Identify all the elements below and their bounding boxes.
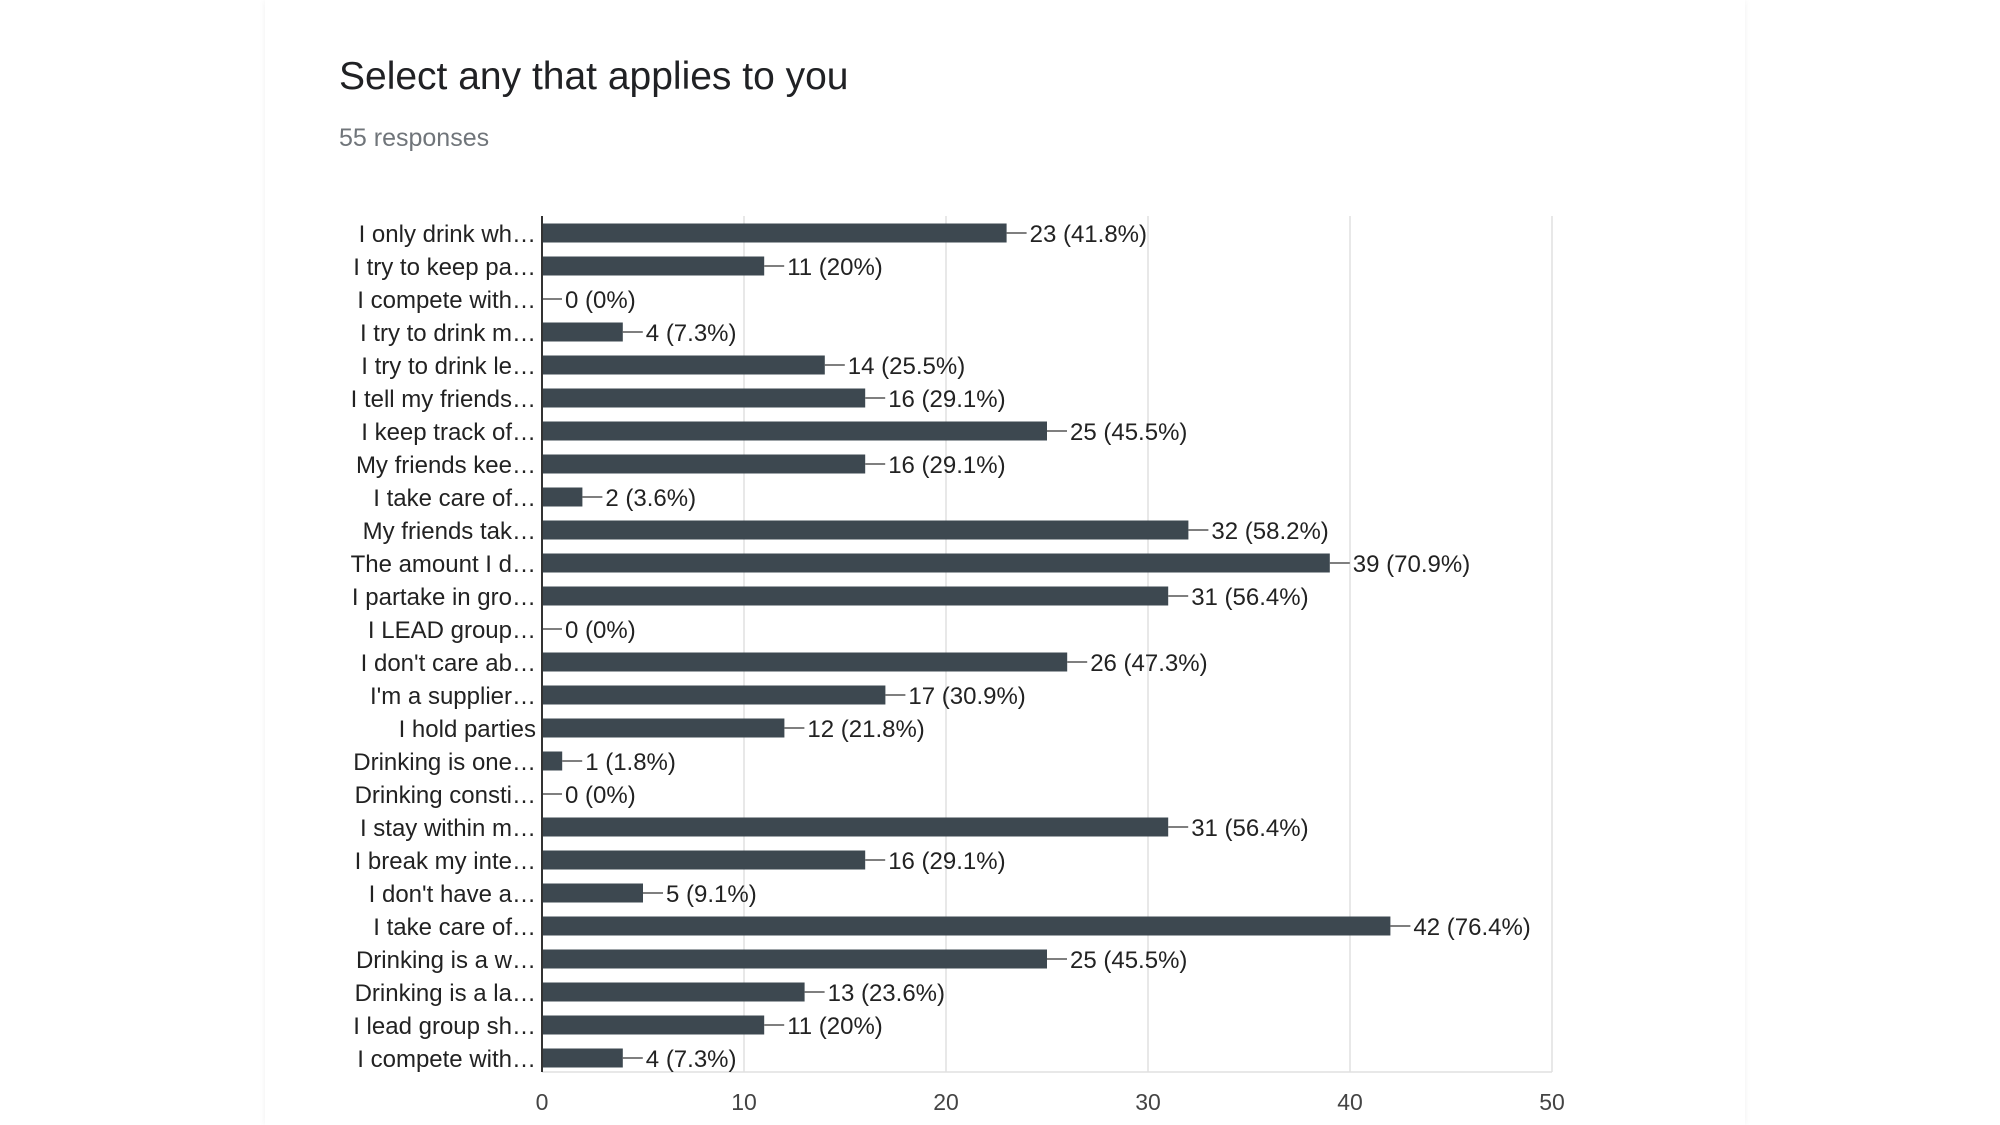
category-label: I hold parties: [399, 716, 536, 743]
x-tick-label: 10: [731, 1089, 757, 1115]
data-label: 5 (9.1%): [666, 881, 757, 908]
axes: 0 10 20 30 40 50 I only drink wh… I try to keep…: [351, 216, 1565, 1115]
category-label: I try to drink le…: [361, 353, 536, 380]
data-label: 31 (56.4%): [1191, 815, 1308, 842]
bar: [542, 652, 1068, 672]
category-label: I take care of…: [373, 485, 536, 512]
category-label: The amount I d…: [351, 551, 536, 578]
data-label: 16 (29.1%): [888, 452, 1005, 479]
bar: [542, 949, 1047, 969]
category-label: Drinking is a la…: [355, 980, 536, 1007]
category-label: I lead group sh…: [353, 1013, 536, 1040]
category-label: I LEAD group…: [368, 617, 536, 644]
data-label: 26 (47.3%): [1090, 650, 1207, 677]
data-label: 11 (20%): [787, 1013, 883, 1040]
data-label: 0 (0%): [565, 782, 636, 809]
data-label: 39 (70.9%): [1353, 551, 1470, 578]
category-label: I try to drink m…: [360, 320, 536, 347]
bar: [542, 883, 643, 903]
data-label: 23 (41.8%): [1030, 221, 1147, 248]
data-label: 11 (20%): [787, 254, 883, 281]
response-count: 55 responses: [339, 124, 490, 152]
data-label: 4 (7.3%): [646, 320, 737, 347]
category-label: I don't care ab…: [361, 650, 536, 677]
x-tick-label: 30: [1135, 1089, 1161, 1115]
bar: [542, 751, 563, 771]
data-label: 0 (0%): [565, 287, 636, 314]
category-label: Drinking is a w…: [356, 947, 536, 974]
data-label: 2 (3.6%): [605, 485, 696, 512]
data-label: 16 (29.1%): [888, 848, 1005, 875]
bar: [542, 388, 866, 408]
category-label: I take care of…: [373, 914, 536, 941]
bar: [542, 421, 1047, 441]
x-tick-label: 0: [536, 1089, 549, 1115]
category-label: I stay within m…: [360, 815, 536, 842]
data-label: 17 (30.9%): [908, 683, 1025, 710]
bar: [542, 256, 765, 276]
category-label: I break my inte…: [355, 848, 536, 875]
data-label: 1 (1.8%): [585, 749, 676, 776]
category-label: I compete with…: [357, 1046, 536, 1073]
data-label: 16 (29.1%): [888, 386, 1005, 413]
category-label: My friends tak…: [363, 518, 536, 545]
bar: [542, 487, 583, 507]
data-label: 0 (0%): [565, 617, 636, 644]
bar: [542, 1048, 623, 1068]
data-label: 32 (58.2%): [1211, 518, 1328, 545]
bar: [542, 322, 623, 342]
data-label: 25 (45.5%): [1070, 947, 1187, 974]
category-label: I don't have a…: [369, 881, 536, 908]
bar: [542, 355, 825, 375]
bar: [542, 586, 1169, 606]
bar: [542, 454, 866, 474]
data-label: 31 (56.4%): [1191, 584, 1308, 611]
category-label: I only drink wh…: [359, 221, 536, 248]
chart-title: Select any that applies to you: [339, 55, 849, 98]
bars: 23 (41.8%) 11 (20%) 0 (0%) 4 (7.3%) 14 (25.5…: [542, 221, 1531, 1073]
x-tick-label: 20: [933, 1089, 959, 1115]
category-label: I try to keep pa…: [353, 254, 536, 281]
x-tick-label: 50: [1539, 1089, 1565, 1115]
bar: [542, 718, 785, 738]
bar: [542, 1015, 765, 1035]
bar: [542, 916, 1391, 936]
bar: [542, 850, 866, 870]
category-label: I compete with…: [357, 287, 536, 314]
category-label: I keep track of…: [361, 419, 536, 446]
category-label: I partake in gro…: [352, 584, 536, 611]
data-label: 13 (23.6%): [828, 980, 945, 1007]
data-label: 25 (45.5%): [1070, 419, 1187, 446]
data-label: 4 (7.3%): [646, 1046, 737, 1073]
data-label: 12 (21.8%): [807, 716, 924, 743]
bar: [542, 817, 1169, 837]
data-label: 42 (76.4%): [1413, 914, 1530, 941]
category-label: My friends kee…: [356, 452, 536, 479]
x-tick-label: 40: [1337, 1089, 1363, 1115]
bar: [542, 223, 1007, 243]
category-label: I tell my friends…: [351, 386, 536, 413]
bar: [542, 685, 886, 705]
category-label: I'm a supplier…: [370, 683, 536, 710]
category-label: Drinking consti…: [355, 782, 536, 809]
category-label: Drinking is one…: [353, 749, 536, 776]
bar: [542, 553, 1330, 573]
data-label: 14 (25.5%): [848, 353, 965, 380]
bar: [542, 520, 1189, 540]
bar: [542, 982, 805, 1002]
